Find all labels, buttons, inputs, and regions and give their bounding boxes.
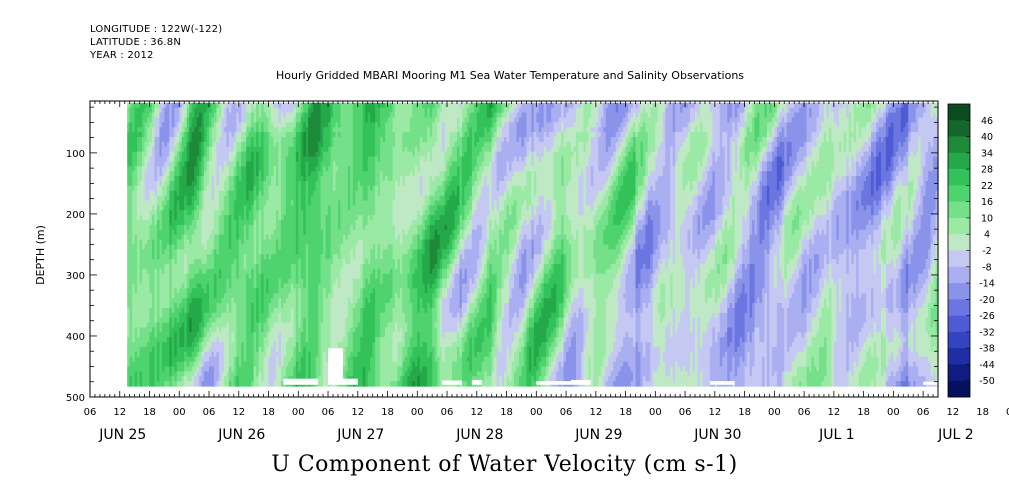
x-hour-tick-label: 00 [649, 407, 662, 418]
colorbar-swatch [948, 217, 970, 235]
longitude-label: LONGITUDE : 122W(-122) [90, 24, 223, 35]
x-day-label: JUN 28 [455, 427, 503, 443]
x-hour-tick-label: 12 [470, 407, 483, 418]
x-hour-tick-label: 18 [619, 407, 632, 418]
x-day-label: JUN 30 [693, 427, 741, 443]
x-day-label: JUN 26 [217, 427, 265, 443]
x-day-label: JUN 29 [574, 427, 622, 443]
x-day-label: JUL 2 [937, 427, 974, 443]
year-label: YEAR : 2012 [90, 50, 154, 61]
x-hour-tick-label: 18 [381, 407, 394, 418]
y-axis-label: DEPTH (m) [34, 225, 47, 285]
colorbar-swatch [948, 152, 970, 170]
x-hour-tick-label: 18 [976, 407, 989, 418]
y-tick-label: 300 [66, 271, 85, 282]
colorbar-swatch [948, 364, 970, 382]
colorbar-label: 28 [981, 165, 993, 176]
colorbar-label: 4 [984, 230, 990, 241]
heatmap-chart: 06 12 18 00 06 12 18 00 06 12 18 00 06 12 18 00 06 12 18 00… [34, 100, 1009, 443]
colorbar-label: -2 [982, 246, 991, 257]
x-hour-tick-label: 06 [917, 407, 930, 418]
x-day-label: JUL 1 [818, 427, 855, 443]
x-hour-tick-label: 00 [887, 407, 900, 418]
chart-title: Hourly Gridded MBARI Mooring M1 Sea Wate… [275, 69, 745, 82]
x-hour-tick-label: 00 [530, 407, 543, 418]
colorbar-swatch [948, 185, 970, 202]
x-hour-tick-label: 12 [827, 407, 840, 418]
colorbar-label: -50 [979, 376, 995, 387]
x-hour-tick-label: 06 [441, 407, 454, 418]
colorbar-label: 34 [981, 148, 993, 159]
colorbar-swatch [948, 201, 970, 219]
colorbar-label: -20 [979, 295, 995, 306]
colorbar-swatch [948, 104, 970, 121]
colorbar: 46 40 34 28 22 16 10 4 -2 -8 -14 -20 -26 -32 -38 -44 -50 [947, 103, 995, 398]
y-tick-label: 200 [66, 210, 85, 221]
colorbar-label: 22 [981, 181, 993, 192]
colorbar-label: 46 [981, 116, 993, 127]
colorbar-swatch [948, 331, 970, 349]
x-hour-tick-label: 12 [589, 407, 602, 418]
x-hour-tick-label: 18 [500, 407, 513, 418]
chart-caption: U Component of Water Velocity (cm s-1) [271, 452, 738, 477]
colorbar-label: -44 [979, 360, 995, 371]
colorbar-swatch [948, 266, 970, 284]
x-hour-tick-label: 00 [411, 407, 424, 418]
colorbar-swatch [948, 136, 970, 154]
x-hour-tick-label: 00 [173, 407, 186, 418]
colorbar-swatch [948, 348, 970, 365]
axes: 06 12 18 00 06 12 18 00 06 12 18 00 06 12 18 00 06 12 18 00… [66, 100, 1009, 443]
x-hour-tick-label: 12 [113, 407, 126, 418]
x-hour-tick-label: 06 [560, 407, 573, 418]
x-hour-tick-label: 18 [738, 407, 751, 418]
colorbar-label: -26 [979, 311, 995, 322]
x-hour-tick-label: 00 [1006, 407, 1009, 418]
colorbar-swatch [948, 283, 970, 300]
x-hour-tick-label: 06 [84, 407, 97, 418]
x-hour-tick-label: 12 [947, 407, 960, 418]
x-hour-tick-label: 00 [768, 407, 781, 418]
x-hour-tick-label: 18 [143, 407, 156, 418]
x-hour-tick-label: 12 [232, 407, 245, 418]
latitude-label: LATITUDE : 36.8N [90, 37, 182, 48]
colorbar-swatch [948, 234, 970, 251]
y-tick-label: 500 [66, 393, 85, 404]
colorbar-label: 10 [981, 213, 993, 224]
colorbar-swatch [948, 120, 970, 137]
y-tick-label: 400 [66, 332, 85, 343]
colorbar-swatch [948, 315, 970, 333]
x-day-label: JUN 25 [98, 427, 146, 443]
x-day-label: JUN 27 [336, 427, 384, 443]
colorbar-swatch [948, 250, 970, 268]
x-hour-tick-label: 06 [203, 407, 216, 418]
x-hour-tick-label: 06 [322, 407, 335, 418]
x-hour-tick-label: 18 [857, 407, 870, 418]
colorbar-label: -32 [979, 327, 995, 338]
x-hour-tick-label: 06 [798, 407, 811, 418]
colorbar-label: -8 [982, 262, 991, 273]
x-hour-tick-label: 18 [262, 407, 275, 418]
velocity-field [127, 102, 939, 387]
colorbar-label: 16 [981, 197, 993, 208]
colorbar-label: 40 [981, 132, 993, 143]
colorbar-label: -14 [979, 279, 995, 290]
x-hour-tick-label: 00 [292, 407, 305, 418]
x-hour-tick-label: 12 [708, 407, 721, 418]
colorbar-swatch [948, 380, 970, 398]
y-tick-label: 100 [66, 149, 85, 160]
colorbar-label: -38 [979, 344, 995, 355]
x-hour-tick-label: 06 [679, 407, 692, 418]
colorbar-swatch [948, 169, 970, 186]
colorbar-swatch [948, 299, 970, 316]
x-hour-tick-label: 12 [351, 407, 364, 418]
